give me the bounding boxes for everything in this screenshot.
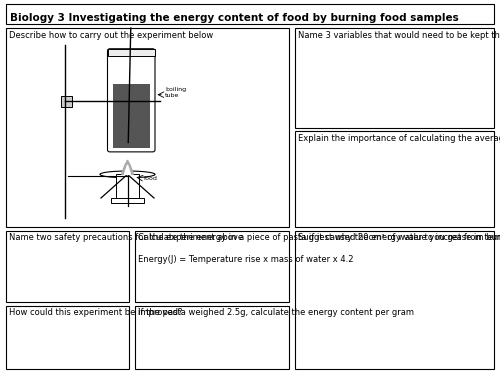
Bar	[111, 198, 144, 203]
Bar	[61, 96, 72, 107]
Bar	[295, 28, 494, 128]
Text: If the pasta weighed 2.5g, calculate the energy content per gram: If the pasta weighed 2.5g, calculate the…	[138, 308, 414, 317]
Text: Biology 3 Investigating the energy content of food by burning food samples: Biology 3 Investigating the energy conte…	[10, 13, 459, 23]
Bar	[6, 4, 494, 24]
Text: Suggest why the energy value you get from burning a food sample is likely to be : Suggest why the energy value you get fro…	[298, 233, 500, 242]
Bar	[116, 174, 139, 199]
Text: Name two safety precautions for the experiment above: Name two safety precautions for the expe…	[9, 233, 243, 242]
Bar	[135, 306, 289, 369]
FancyBboxPatch shape	[108, 49, 155, 152]
Bar	[6, 231, 128, 302]
Bar	[108, 50, 155, 56]
Bar	[295, 131, 494, 227]
Text: Explain the importance of calculating the average energy released per gram: Explain the importance of calculating th…	[298, 134, 500, 143]
Text: food: food	[144, 176, 158, 181]
Bar	[295, 231, 494, 369]
Text: Name 3 variables that would need to be kept the same each time you test a food s: Name 3 variables that would need to be k…	[298, 31, 500, 40]
Bar	[6, 28, 288, 227]
Text: Describe how to carry out the experiment below: Describe how to carry out the experiment…	[9, 31, 213, 40]
Text: Calculate the energy in a piece of pasta if it caused 20cm³ of water to increase: Calculate the energy in a piece of pasta…	[138, 233, 500, 264]
Polygon shape	[124, 165, 130, 174]
Bar	[6, 306, 128, 369]
Text: How could this experiment be improved?: How could this experiment be improved?	[9, 308, 182, 317]
Ellipse shape	[100, 171, 155, 178]
Bar	[113, 84, 150, 148]
Bar	[135, 231, 289, 302]
Text: boiling
tube: boiling tube	[165, 87, 186, 98]
Polygon shape	[122, 160, 134, 174]
